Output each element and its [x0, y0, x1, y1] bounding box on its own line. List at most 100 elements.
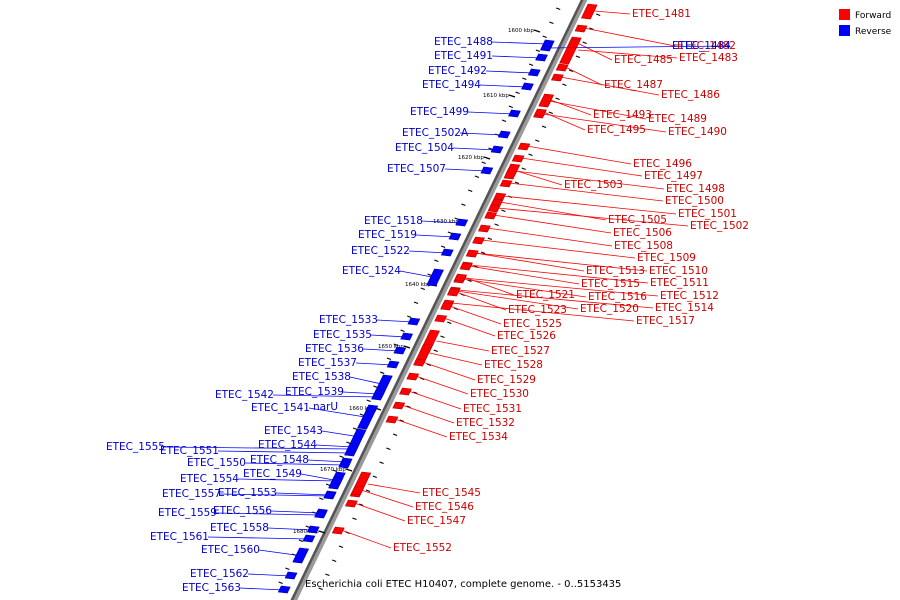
gene-label-etec-1517[interactable]: ETEC_1517 — [636, 315, 695, 327]
gene-label-etec-1521[interactable]: ETEC_1521 — [516, 289, 575, 301]
gene-label-etec-1561[interactable]: ETEC_1561 — [150, 531, 209, 543]
gene-label-etec-1555[interactable]: ETEC_1555 — [106, 441, 165, 453]
gene-label-etec-1558[interactable]: ETEC_1558 — [210, 522, 269, 534]
gene-label-etec-1502a[interactable]: ETEC_1502A — [402, 127, 469, 139]
gene-leader-line — [542, 113, 667, 133]
gene-label-etec-1524[interactable]: ETEC_1524 — [342, 265, 401, 277]
gene-label-etec-1523[interactable]: ETEC_1523 — [508, 304, 567, 316]
gene-label-etec-1489[interactable]: ETEC_1489 — [648, 113, 707, 125]
gene-feature-etec-1506 — [484, 211, 498, 220]
gene-label-etec-1501[interactable]: ETEC_1501 — [678, 208, 737, 220]
gene-leader-line — [485, 70, 535, 74]
gene-label-etec-1508[interactable]: ETEC_1508 — [614, 240, 673, 252]
gene-label-etec-1552[interactable]: ETEC_1552 — [393, 542, 452, 554]
gene-label-etec-1510[interactable]: ETEC_1510 — [649, 265, 708, 277]
gene-label-etec-1506[interactable]: ETEC_1506 — [613, 227, 672, 239]
gene-label-etec-1499[interactable]: ETEC_1499 — [410, 106, 469, 118]
gene-label-etec-1500[interactable]: ETEC_1500 — [665, 195, 724, 207]
gene-label-etec-1528[interactable]: ETEC_1528 — [484, 359, 543, 371]
gene-leader-line — [468, 265, 580, 285]
gene-label-etec-1483[interactable]: ETEC_1483 — [679, 52, 738, 64]
gene-label-etec-1543[interactable]: ETEC_1543 — [264, 425, 323, 437]
gene-label-etec-1541[interactable]: ETEC_1541 — [251, 402, 310, 414]
gene-label-etec-1537[interactable]: ETEC_1537 — [298, 357, 357, 369]
gene-label-etec-1490[interactable]: ETEC_1490 — [668, 126, 727, 138]
gene-label-etec-1546[interactable]: ETEC_1546 — [415, 501, 474, 513]
gene-label-etec-1526[interactable]: ETEC_1526 — [497, 330, 556, 342]
forward-track-dash — [535, 139, 540, 143]
gene-label-etec-1525[interactable]: ETEC_1525 — [503, 318, 562, 330]
gene-label-etec-1532[interactable]: ETEC_1532 — [456, 417, 515, 429]
forward-track-dash — [331, 559, 337, 563]
gene-label-etec-1535[interactable]: ETEC_1535 — [313, 329, 372, 341]
gene-label-etec-1494[interactable]: ETEC_1494 — [422, 79, 481, 91]
gene-label-etec-1549[interactable]: ETEC_1549 — [243, 468, 302, 480]
gene-label-etec-1545[interactable]: ETEC_1545 — [422, 487, 481, 499]
gene-label-etec-1519[interactable]: ETEC_1519 — [358, 229, 417, 241]
gene-label-etec-1536[interactable]: ETEC_1536 — [305, 343, 364, 355]
gene-label-etec-1484[interactable]: ETEC_1484 — [672, 40, 731, 52]
gene-leader-line — [521, 157, 643, 177]
gene-label-etec-1562[interactable]: ETEC_1562 — [190, 568, 249, 580]
gene-label-etec-1491[interactable]: ETEC_1491 — [434, 50, 493, 62]
gene-label-etec-1509[interactable]: ETEC_1509 — [637, 252, 696, 264]
gene-label-etec-1505[interactable]: ETEC_1505 — [608, 214, 667, 226]
gene-label-etec-1538[interactable]: ETEC_1538 — [292, 371, 351, 383]
gene-label-etec-1487[interactable]: ETEC_1487 — [604, 79, 663, 91]
gene-label-etec-1557[interactable]: ETEC_1557 — [162, 488, 221, 500]
gene-leader-line — [215, 512, 321, 516]
gene-label-etec-1516[interactable]: ETEC_1516 — [588, 291, 647, 303]
gene-label-etec-1530[interactable]: ETEC_1530 — [470, 388, 529, 400]
gene-label-etec-1548[interactable]: ETEC_1548 — [250, 454, 309, 466]
gene-feature-etec-1494 — [521, 82, 534, 91]
gene-label-etec-1507[interactable]: ETEC_1507 — [387, 163, 446, 175]
gene-label-etec-1554[interactable]: ETEC_1554 — [180, 473, 239, 485]
gene-label-etec-1481[interactable]: ETEC_1481 — [632, 8, 691, 20]
gene-label-etec-1533[interactable]: ETEC_1533 — [319, 314, 378, 326]
gene-label-etec-1522[interactable]: ETEC_1522 — [351, 245, 410, 257]
gene-label-etec-1486[interactable]: ETEC_1486 — [661, 89, 720, 101]
gene-label-etec-1496[interactable]: ETEC_1496 — [633, 158, 692, 170]
gene-label-etec-1544[interactable]: ETEC_1544 — [258, 439, 317, 451]
gene-label-etec-1504[interactable]: ETEC_1504 — [395, 142, 454, 154]
tick-label: 1620 kbp — [458, 155, 484, 161]
gene-label-etec-1560[interactable]: ETEC_1560 — [201, 544, 260, 556]
gene-feature-etec-1508 — [477, 224, 491, 233]
gene-label-etec-1518[interactable]: ETEC_1518 — [364, 215, 423, 227]
gene-label-etec-1534[interactable]: ETEC_1534 — [449, 431, 508, 443]
gene-label-etec-1512[interactable]: ETEC_1512 — [660, 290, 719, 302]
gene-label-etec-1542[interactable]: ETEC_1542 — [215, 389, 274, 401]
gene-label-etec-1563[interactable]: ETEC_1563 — [182, 582, 241, 594]
gene-label-etec-1511[interactable]: ETEC_1511 — [650, 277, 709, 289]
gene-feature-etec-1503 — [503, 163, 521, 180]
gene-label-etec-1539[interactable]: ETEC_1539 — [285, 386, 344, 398]
gene-label-etec-1520[interactable]: ETEC_1520 — [580, 303, 639, 315]
gene-label-etec-1514[interactable]: ETEC_1514 — [655, 302, 714, 314]
gene-label-etec-1515[interactable]: ETEC_1515 — [581, 278, 640, 290]
gene-label-etec-1503[interactable]: ETEC_1503 — [564, 179, 623, 191]
gene-label-naru[interactable]: narU — [313, 401, 338, 413]
gene-label-etec-1482[interactable]: ETEC_1482 — [677, 40, 736, 52]
genome-backbone — [290, 0, 584, 600]
gene-label-etec-1488[interactable]: ETEC_1488 — [434, 36, 493, 48]
gene-label-etec-1551[interactable]: ETEC_1551 — [160, 445, 219, 457]
gene-label-etec-1498[interactable]: ETEC_1498 — [666, 183, 725, 195]
gene-label-etec-1553[interactable]: ETEC_1553 — [218, 487, 277, 499]
gene-label-etec-1547[interactable]: ETEC_1547 — [407, 515, 466, 527]
gene-label-etec-1493[interactable]: ETEC_1493 — [593, 109, 652, 121]
gene-leader-line — [516, 170, 563, 186]
gene-label-etec-1485[interactable]: ETEC_1485 — [614, 54, 673, 66]
reverse-track-dash — [467, 189, 473, 193]
gene-label-etec-1527[interactable]: ETEC_1527 — [491, 345, 550, 357]
gene-label-etec-1559[interactable]: ETEC_1559 — [158, 507, 217, 519]
gene-label-etec-1513[interactable]: ETEC_1513 — [586, 265, 645, 277]
forward-track-dash — [379, 461, 384, 465]
gene-label-etec-1495[interactable]: ETEC_1495 — [587, 124, 646, 136]
gene-label-etec-1556[interactable]: ETEC_1556 — [213, 505, 272, 517]
gene-label-etec-1497[interactable]: ETEC_1497 — [644, 170, 703, 182]
gene-label-etec-1531[interactable]: ETEC_1531 — [463, 403, 522, 415]
gene-label-etec-1529[interactable]: ETEC_1529 — [477, 374, 536, 386]
gene-label-etec-1502[interactable]: ETEC_1502 — [690, 220, 749, 232]
gene-label-etec-1550[interactable]: ETEC_1550 — [187, 457, 246, 469]
gene-label-etec-1492[interactable]: ETEC_1492 — [428, 65, 487, 77]
